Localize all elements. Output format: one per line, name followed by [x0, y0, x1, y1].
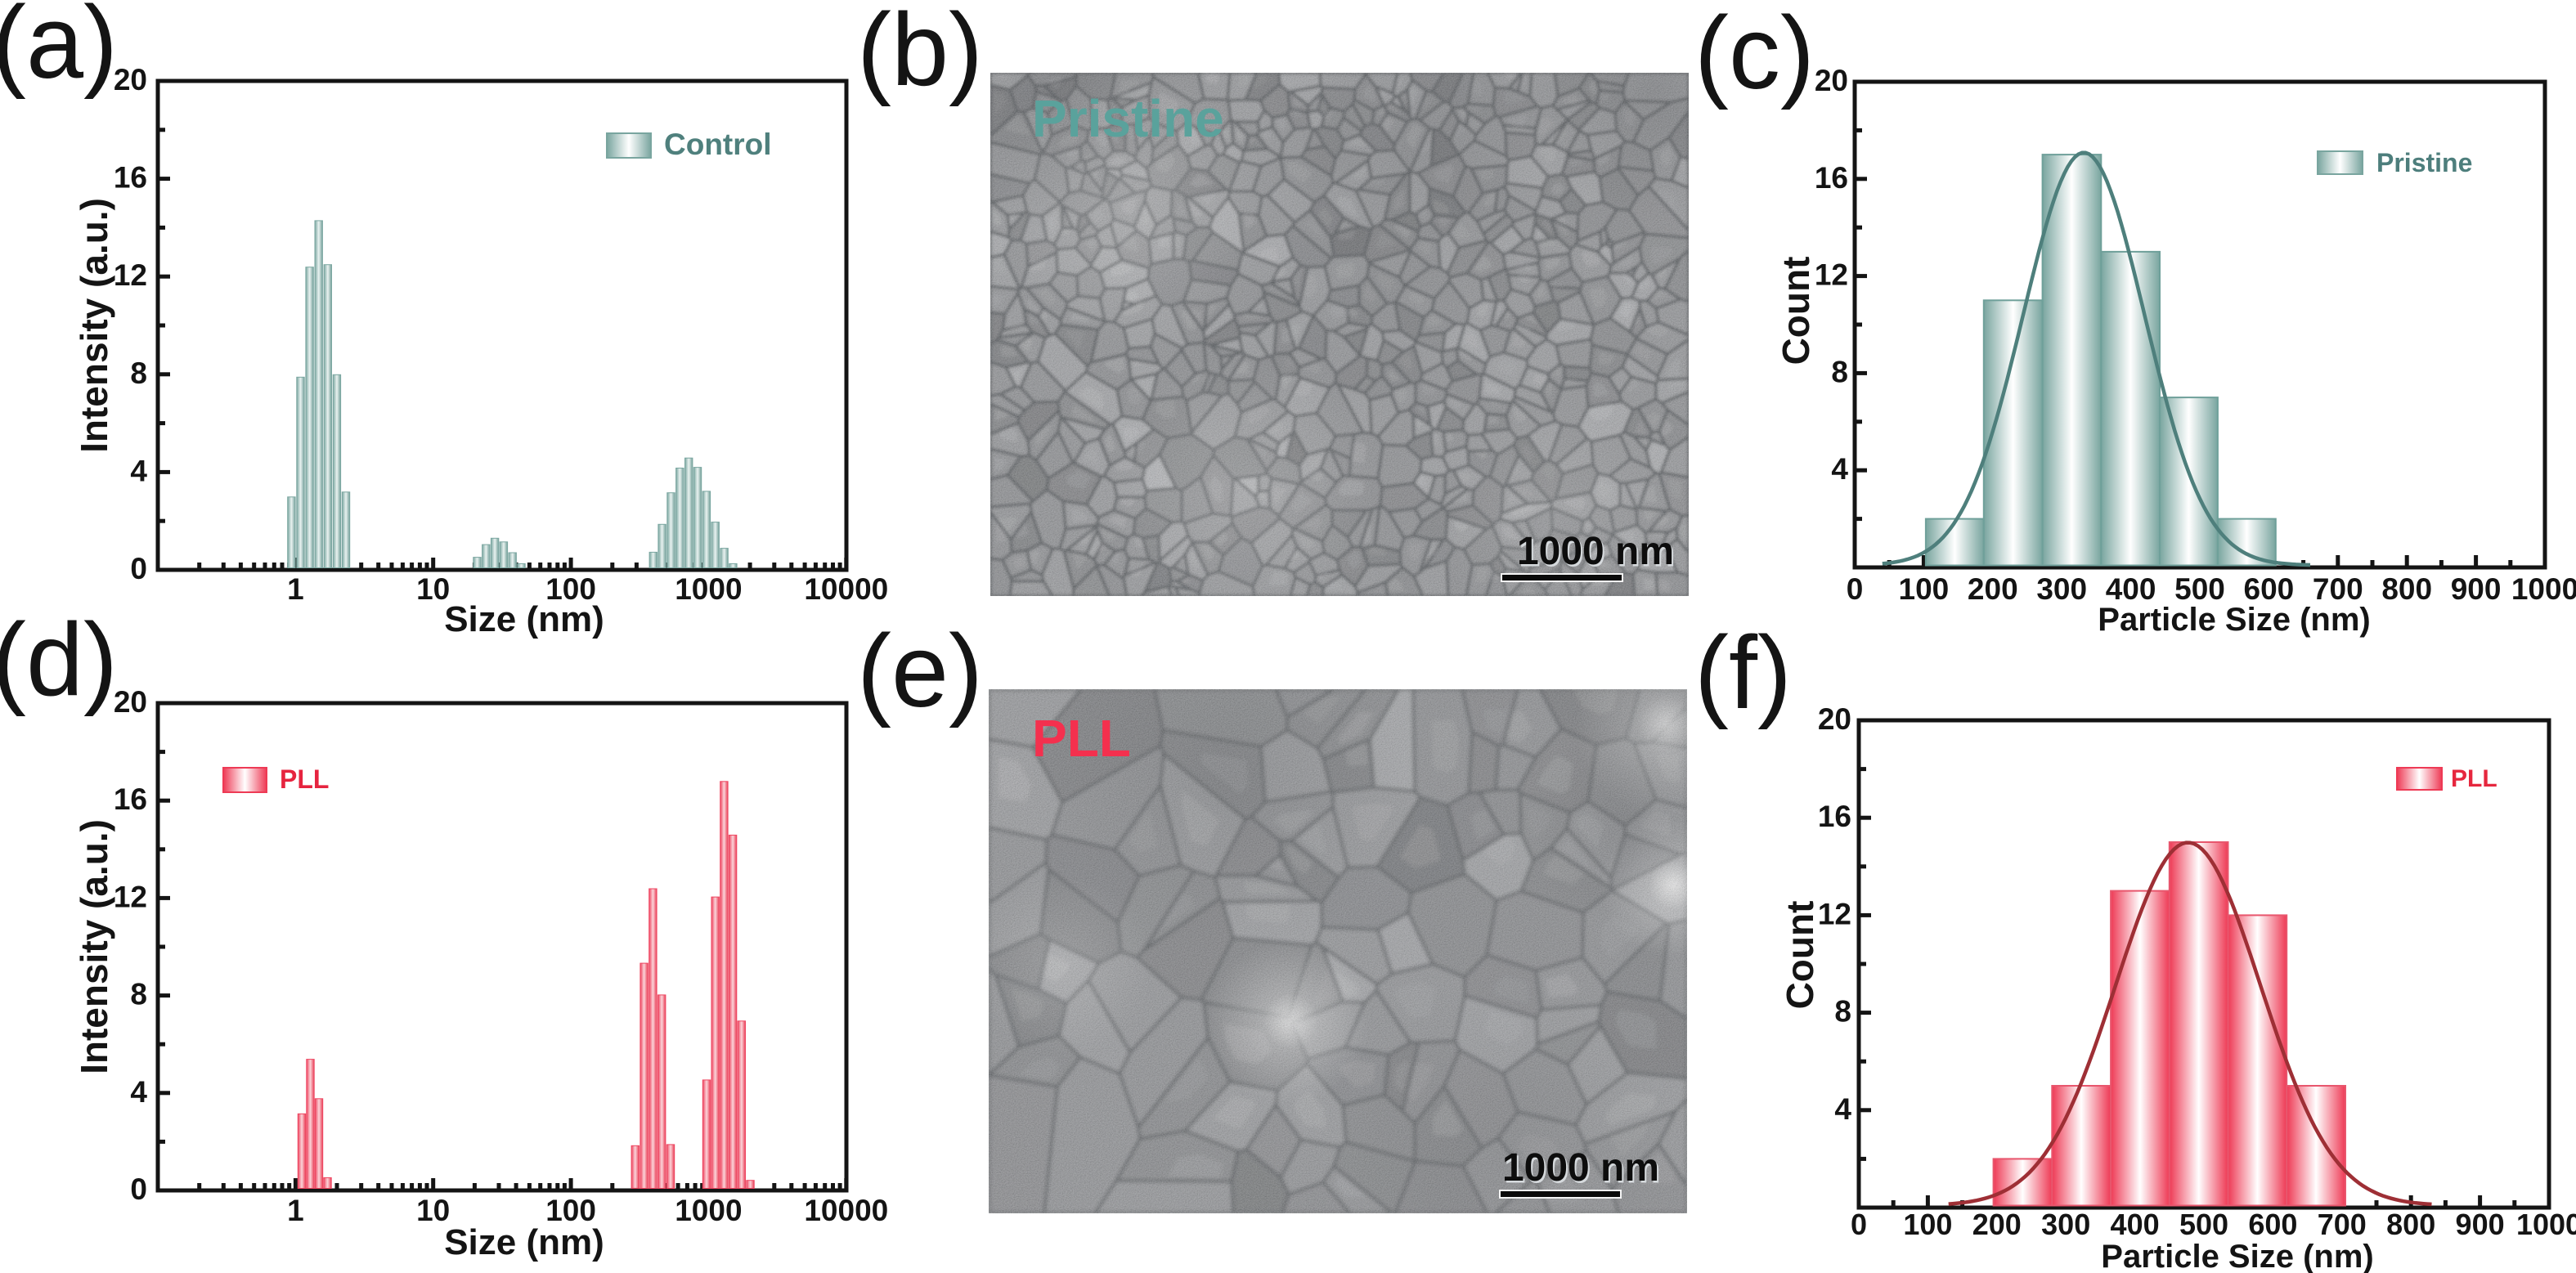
svg-text:Pristine: Pristine	[1032, 89, 1224, 148]
svg-text:PLL: PLL	[1032, 709, 1131, 768]
svg-text:8: 8	[1831, 355, 1848, 388]
svg-text:12: 12	[1815, 258, 1848, 292]
svg-text:0: 0	[130, 552, 147, 585]
svg-text:(b): (b)	[857, 0, 983, 107]
svg-text:200: 200	[1972, 1208, 2022, 1241]
svg-text:16: 16	[114, 161, 147, 195]
svg-text:Pristine: Pristine	[2376, 148, 2472, 177]
svg-text:Particle Size (nm): Particle Size (nm)	[2098, 602, 2370, 638]
svg-text:400: 400	[2106, 572, 2156, 606]
svg-text:(c): (c)	[1694, 0, 1815, 110]
svg-text:100: 100	[545, 572, 596, 606]
svg-text:1000 nm: 1000 nm	[1517, 530, 1674, 573]
svg-text:20: 20	[114, 63, 147, 96]
svg-text:10: 10	[416, 1194, 450, 1227]
svg-text:0: 0	[130, 1172, 147, 1206]
svg-text:1000 nm: 1000 nm	[1519, 532, 1676, 576]
svg-text:900: 900	[2456, 1208, 2505, 1241]
svg-text:4: 4	[130, 1075, 147, 1109]
svg-text:200: 200	[1968, 572, 2018, 606]
svg-text:600: 600	[2248, 1208, 2297, 1241]
svg-text:1: 1	[287, 572, 304, 606]
svg-text:1000 nm: 1000 nm	[1502, 1146, 1659, 1190]
svg-text:12: 12	[114, 880, 147, 913]
svg-text:16: 16	[114, 782, 147, 816]
svg-text:1000 nm: 1000 nm	[1504, 1149, 1661, 1192]
svg-text:100: 100	[545, 1194, 596, 1227]
svg-text:12: 12	[114, 258, 147, 292]
svg-text:8: 8	[130, 978, 147, 1011]
svg-text:100: 100	[1903, 1208, 1952, 1241]
svg-text:4: 4	[1831, 452, 1848, 486]
svg-text:600: 600	[2244, 572, 2295, 606]
svg-text:Intensity (a.u.): Intensity (a.u.)	[73, 819, 115, 1074]
svg-text:Particle Size (nm): Particle Size (nm)	[2101, 1239, 2373, 1273]
svg-text:800: 800	[2381, 572, 2432, 606]
svg-text:(d): (d)	[0, 602, 118, 717]
svg-text:(a): (a)	[0, 0, 118, 100]
svg-text:20: 20	[114, 685, 147, 719]
svg-text:700: 700	[2318, 1208, 2367, 1241]
svg-text:10000: 10000	[804, 572, 888, 606]
svg-text:900: 900	[2451, 572, 2502, 606]
svg-text:700: 700	[2313, 572, 2363, 606]
svg-text:500: 500	[2179, 1208, 2228, 1241]
svg-text:8: 8	[130, 356, 147, 390]
svg-text:(e): (e)	[857, 613, 983, 728]
svg-text:500: 500	[2174, 572, 2225, 606]
svg-text:1000: 1000	[675, 572, 742, 606]
svg-text:10000: 10000	[804, 1194, 888, 1227]
svg-text:Count: Count	[1775, 257, 1817, 365]
svg-text:1: 1	[287, 1194, 304, 1227]
svg-text:0: 0	[1847, 572, 1864, 606]
svg-text:12: 12	[1818, 897, 1851, 930]
svg-text:PLL: PLL	[2451, 765, 2497, 792]
svg-text:16: 16	[1818, 800, 1851, 833]
svg-text:1000: 1000	[2516, 1208, 2576, 1241]
svg-text:(f): (f)	[1694, 615, 1792, 730]
svg-text:4: 4	[130, 454, 147, 487]
svg-text:0: 0	[1851, 1208, 1867, 1241]
svg-text:800: 800	[2386, 1208, 2435, 1241]
svg-text:16: 16	[1815, 161, 1848, 195]
svg-text:Size (nm): Size (nm)	[444, 1222, 604, 1262]
svg-text:20: 20	[1815, 64, 1848, 97]
svg-text:300: 300	[2036, 572, 2087, 606]
svg-text:10: 10	[416, 572, 450, 606]
svg-text:Size (nm): Size (nm)	[444, 599, 604, 639]
svg-text:400: 400	[2111, 1208, 2160, 1241]
svg-text:Count: Count	[1779, 901, 1821, 1010]
svg-text:100: 100	[1899, 572, 1950, 606]
svg-text:PLL: PLL	[280, 764, 329, 794]
svg-text:8: 8	[1834, 995, 1851, 1029]
svg-text:4: 4	[1834, 1092, 1851, 1126]
svg-text:Control: Control	[664, 128, 772, 161]
svg-text:20: 20	[1818, 702, 1851, 736]
svg-text:1000: 1000	[675, 1194, 742, 1227]
svg-text:Intensity (a.u.): Intensity (a.u.)	[73, 198, 115, 453]
svg-text:1000: 1000	[2511, 572, 2576, 606]
svg-text:300: 300	[2041, 1208, 2090, 1241]
